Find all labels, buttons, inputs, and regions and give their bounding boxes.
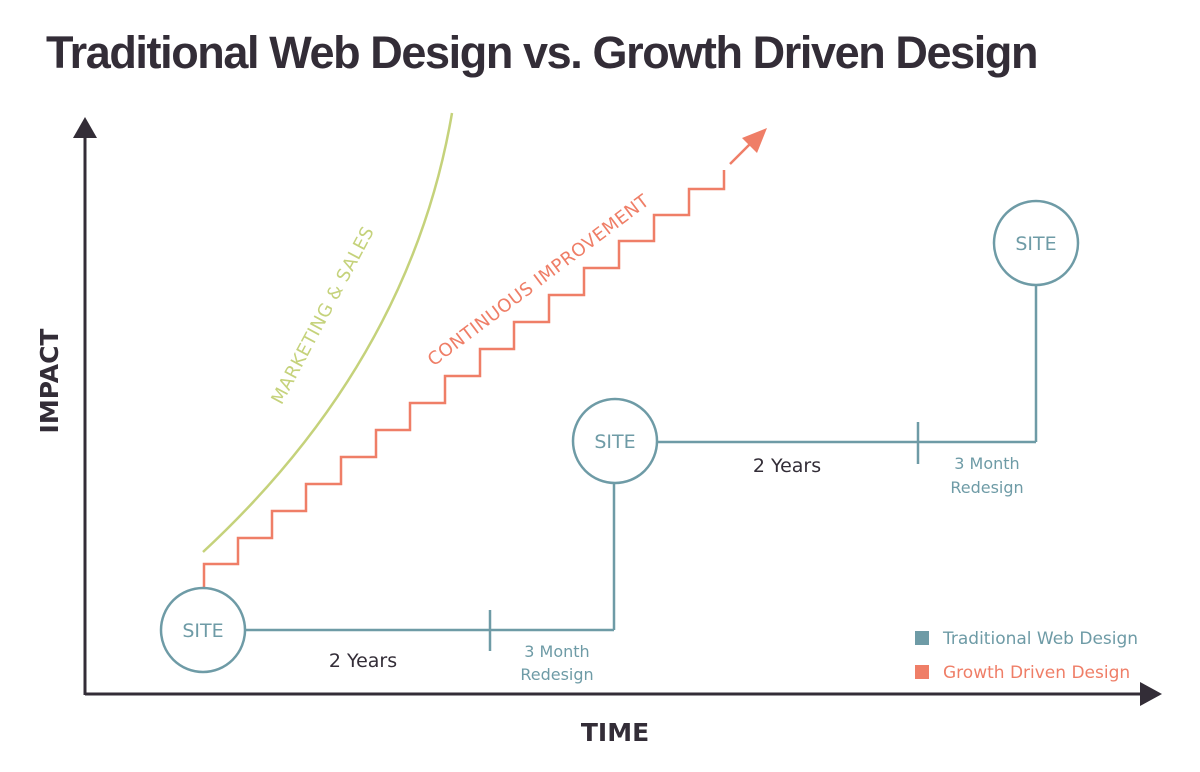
staircase-arrow-icon [742,128,767,153]
traditional-path [246,285,1038,651]
page-title: Traditional Web Design vs. Growth Driven… [46,27,1037,78]
marketing-sales-curve [202,112,454,553]
interval-years-1: 2 Years [329,650,397,672]
y-axis-arrow-icon [73,117,97,138]
site-node-circle [571,397,659,485]
continuous-improvement-staircase [202,128,767,590]
legend-swatch-traditional [915,631,929,645]
site-node-circle [992,199,1080,287]
site-node-3: SITE [992,199,1080,287]
legend-label-growth: Growth Driven Design [943,663,1130,683]
staircase-line [202,170,726,590]
legend: Traditional Web Design Growth Driven Des… [915,629,1138,683]
continuous-improvement-label: CONTINUOUS IMPROVEMENT [424,190,654,371]
x-axis-label: TIME [581,718,649,747]
marketing-sales-label: MARKETING & SALES [267,223,379,408]
site-node-1: SITE [159,586,247,674]
site-node-2: SITE [571,397,659,485]
staircase-arrow-shaft [729,141,753,165]
site-node-label: SITE [1015,233,1056,255]
interval-redesign-2-line1: 3 Month [954,454,1019,473]
site-node-label: SITE [182,620,223,642]
y-axis-label: IMPACT [35,329,64,434]
interval-redesign-1-line1: 3 Month [524,642,589,661]
interval-redesign-1-line2: Redesign [520,665,593,684]
x-axis-arrow-icon [1140,682,1162,706]
interval-years-2: 2 Years [753,455,821,477]
axes: IMPACT TIME [35,117,1162,747]
site-node-circle [159,586,247,674]
interval-redesign-2-line2: Redesign [950,478,1023,497]
site-node-label: SITE [594,431,635,453]
legend-swatch-growth [915,665,929,679]
legend-label-traditional: Traditional Web Design [942,629,1138,649]
